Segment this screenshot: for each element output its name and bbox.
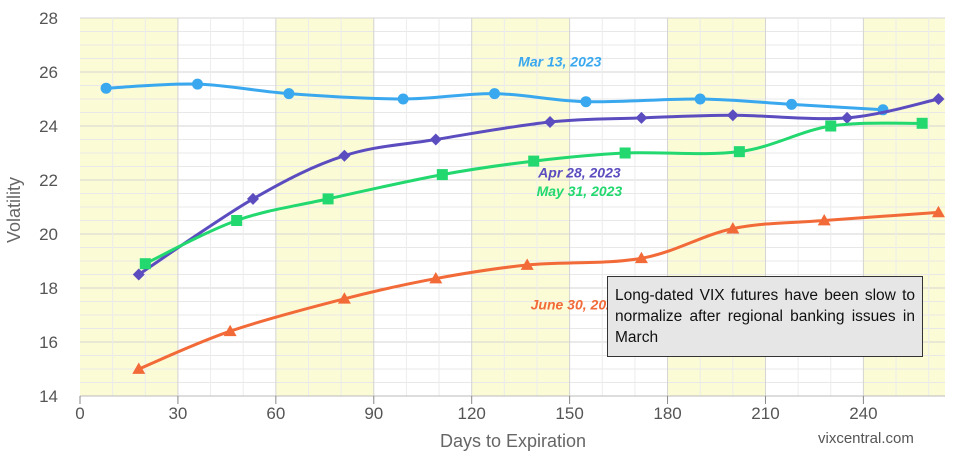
data-point — [283, 88, 295, 100]
data-point — [132, 268, 145, 281]
series-label: May 31, 2023 — [537, 183, 623, 199]
data-point — [520, 258, 534, 270]
series-label: June 30, 2023 — [531, 297, 622, 313]
y-tick-label: 24 — [39, 117, 58, 136]
y-tick-label: 20 — [39, 225, 58, 244]
x-tick-label: 240 — [849, 404, 877, 423]
data-point — [932, 93, 945, 105]
x-axis-title: Days to Expiration — [440, 431, 586, 451]
data-point — [841, 111, 854, 124]
data-point — [337, 292, 351, 304]
annotation-box: Long-dated VIX futures have been slow to… — [607, 276, 923, 357]
x-tick-label: 180 — [653, 404, 681, 423]
x-tick-label: 30 — [168, 404, 187, 423]
data-point — [429, 133, 442, 146]
y-tick-label: 26 — [39, 63, 58, 82]
data-point — [634, 251, 648, 264]
y-tick-label: 18 — [39, 279, 58, 298]
data-point — [786, 98, 798, 110]
y-tick-label: 22 — [39, 171, 58, 190]
series-label: Apr 28, 2023 — [537, 164, 621, 180]
data-point — [322, 193, 334, 205]
data-point — [338, 149, 351, 162]
y-tick-label: 28 — [39, 9, 58, 28]
data-point — [429, 272, 443, 284]
data-point — [694, 93, 706, 105]
data-point — [528, 155, 540, 167]
data-point — [817, 214, 831, 226]
data-point — [231, 215, 243, 226]
data-point — [916, 117, 928, 129]
data-point — [132, 362, 146, 374]
data-point — [726, 109, 739, 122]
axes: 0 30 60 90 120 150 180 210 240 14 16 18 20 22 24 26 28 — [39, 9, 945, 423]
series-3 — [132, 205, 945, 374]
series-label: Mar 13, 2023 — [518, 54, 601, 70]
y-tick-label: 14 — [39, 387, 58, 406]
data-point — [733, 146, 745, 158]
grid-lines — [80, 17, 945, 397]
data-point — [580, 96, 592, 108]
data-point — [223, 324, 237, 337]
series-2 — [139, 117, 928, 270]
data-point — [100, 82, 112, 94]
y-axis-title: Volatility — [4, 177, 24, 243]
data-point — [247, 192, 259, 205]
data-point — [619, 147, 631, 159]
x-tick-label: 90 — [364, 404, 383, 423]
series-0 — [100, 78, 889, 116]
data-point — [635, 111, 648, 124]
data-point — [544, 115, 557, 128]
series-labels: Mar 13, 2023 Apr 28, 2023 May 31, 2023 June… — [518, 54, 622, 313]
data-point — [825, 120, 837, 132]
data-point — [139, 258, 151, 270]
data-point — [489, 88, 501, 100]
data-point — [397, 93, 409, 105]
y-tick-label: 16 — [39, 333, 58, 352]
series-layer — [100, 78, 945, 374]
data-point — [192, 78, 204, 90]
series-1 — [132, 93, 945, 281]
x-tick-label: 0 — [75, 404, 84, 423]
x-tick-label: 120 — [458, 404, 486, 423]
x-tick-label: 60 — [266, 404, 285, 423]
x-tick-label: 210 — [751, 404, 779, 423]
x-tick-label: 150 — [555, 404, 583, 423]
data-point — [436, 169, 448, 181]
data-point — [726, 222, 740, 234]
source-credit: vixcentral.com — [818, 430, 914, 447]
data-point — [931, 205, 945, 218]
